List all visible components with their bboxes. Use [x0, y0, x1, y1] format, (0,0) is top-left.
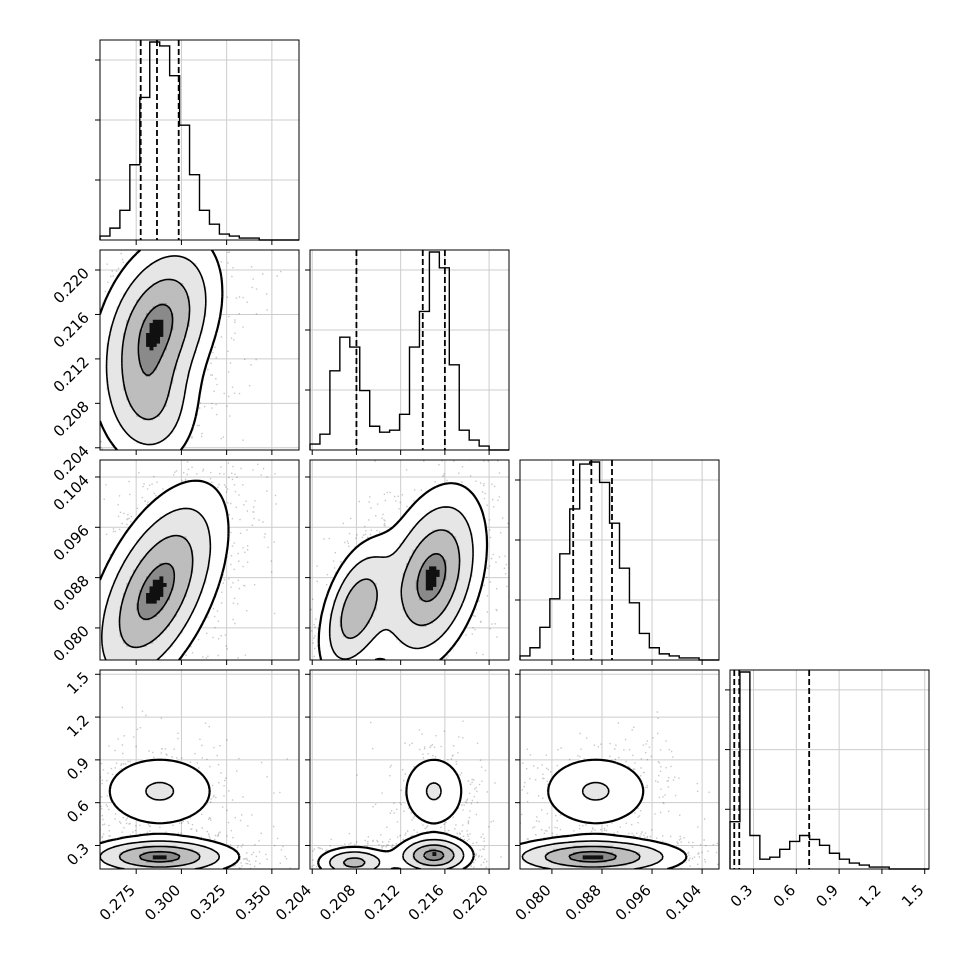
y-tick-label: 1.5 — [63, 668, 93, 698]
histogram-frame — [519, 459, 720, 661]
scatter-panel — [95, 460, 299, 665]
y-tick-label: 0.3 — [63, 840, 93, 870]
scatter-panel — [95, 250, 299, 455]
x-tick-label: 0.300 — [141, 881, 184, 924]
x-tick-label: 0.9 — [812, 881, 842, 911]
scatter-panel — [95, 670, 299, 874]
histogram-panel — [515, 460, 719, 665]
x-tick-label: 0.6 — [770, 881, 800, 911]
x-tick-label: 0.325 — [186, 881, 229, 924]
x-tick-label: 0.212 — [360, 881, 403, 924]
scatter-frame — [309, 669, 510, 870]
histogram-step — [309, 251, 509, 451]
histogram-frame — [729, 669, 930, 870]
y-tick-label: 0.220 — [50, 264, 93, 307]
histogram-step — [729, 671, 929, 870]
x-tick-label: 0.088 — [562, 881, 605, 924]
contour-line — [138, 850, 181, 863]
histogram-frame — [309, 249, 510, 451]
contour-line — [328, 782, 465, 869]
contour-line — [118, 845, 201, 868]
x-tick-label: 0.220 — [449, 881, 492, 924]
y-tick-label: 0.096 — [50, 521, 93, 564]
histogram-step — [99, 41, 299, 241]
panel-content — [100, 460, 299, 660]
panel-content — [310, 460, 509, 660]
contour-line — [101, 507, 212, 660]
x-tick-label: 0.3 — [727, 881, 757, 911]
y-tick-label: 0.9 — [63, 754, 93, 784]
contour-line — [521, 781, 664, 869]
contour-line — [317, 758, 475, 869]
contour-line — [328, 506, 474, 660]
panel-content — [100, 670, 299, 869]
scatter-frame — [99, 669, 300, 870]
panel-content — [520, 670, 719, 869]
scatter-frame — [99, 459, 300, 661]
histogram-step — [519, 461, 719, 661]
y-tick-label: 0.208 — [50, 397, 93, 440]
density-core — [146, 319, 164, 351]
panel-content — [310, 670, 509, 869]
scatter-panel — [305, 670, 509, 874]
scatter-panel — [305, 460, 509, 665]
contour-line — [121, 278, 191, 421]
scatter-points — [520, 711, 719, 869]
x-tick-label: 0.350 — [232, 881, 275, 924]
contour-line — [137, 562, 176, 621]
histogram-panel — [725, 670, 929, 874]
y-tick-label: 0.6 — [63, 797, 93, 827]
contour-line — [340, 529, 461, 640]
x-tick-label: 1.2 — [855, 881, 885, 911]
contour-line — [568, 850, 618, 863]
contour-line — [317, 482, 489, 660]
contour-line — [520, 758, 688, 869]
x-tick-label: 1.5 — [898, 881, 928, 911]
x-tick-label: 0.275 — [96, 881, 139, 924]
contour-line — [118, 534, 194, 649]
density-core — [432, 852, 437, 857]
y-tick-label: 0.088 — [50, 572, 93, 615]
contour-line — [137, 303, 174, 376]
y-tick-label: 0.080 — [50, 622, 93, 665]
contour-line — [105, 255, 207, 446]
y-tick-label: 1.2 — [63, 711, 93, 741]
x-tick-label: 0.096 — [612, 881, 655, 924]
y-tick-label: 0.212 — [50, 353, 93, 396]
scatter-frame — [309, 459, 510, 661]
contour-line — [416, 552, 447, 603]
panel-content — [100, 250, 299, 450]
histogram-panel — [95, 40, 299, 245]
scatter-frame — [519, 669, 720, 870]
scatter-frame — [99, 249, 300, 451]
histogram-panel — [305, 250, 509, 455]
density-core — [146, 576, 167, 604]
density-core — [582, 855, 604, 860]
density-core — [425, 566, 440, 591]
contour-line — [100, 479, 230, 660]
scatter-panel — [515, 670, 719, 874]
contour-line — [342, 844, 455, 868]
histogram-frame — [99, 39, 300, 241]
contour-line — [423, 849, 445, 862]
y-tick-label: 0.216 — [50, 309, 93, 352]
x-tick-label: 0.204 — [272, 881, 315, 924]
x-tick-label: 0.216 — [405, 881, 448, 924]
x-tick-label: 0.104 — [662, 881, 705, 924]
density-core — [152, 855, 167, 860]
x-tick-label: 0.080 — [512, 881, 555, 924]
x-tick-label: 0.208 — [316, 881, 359, 924]
contour-line — [544, 845, 641, 868]
contour-line — [100, 758, 241, 869]
